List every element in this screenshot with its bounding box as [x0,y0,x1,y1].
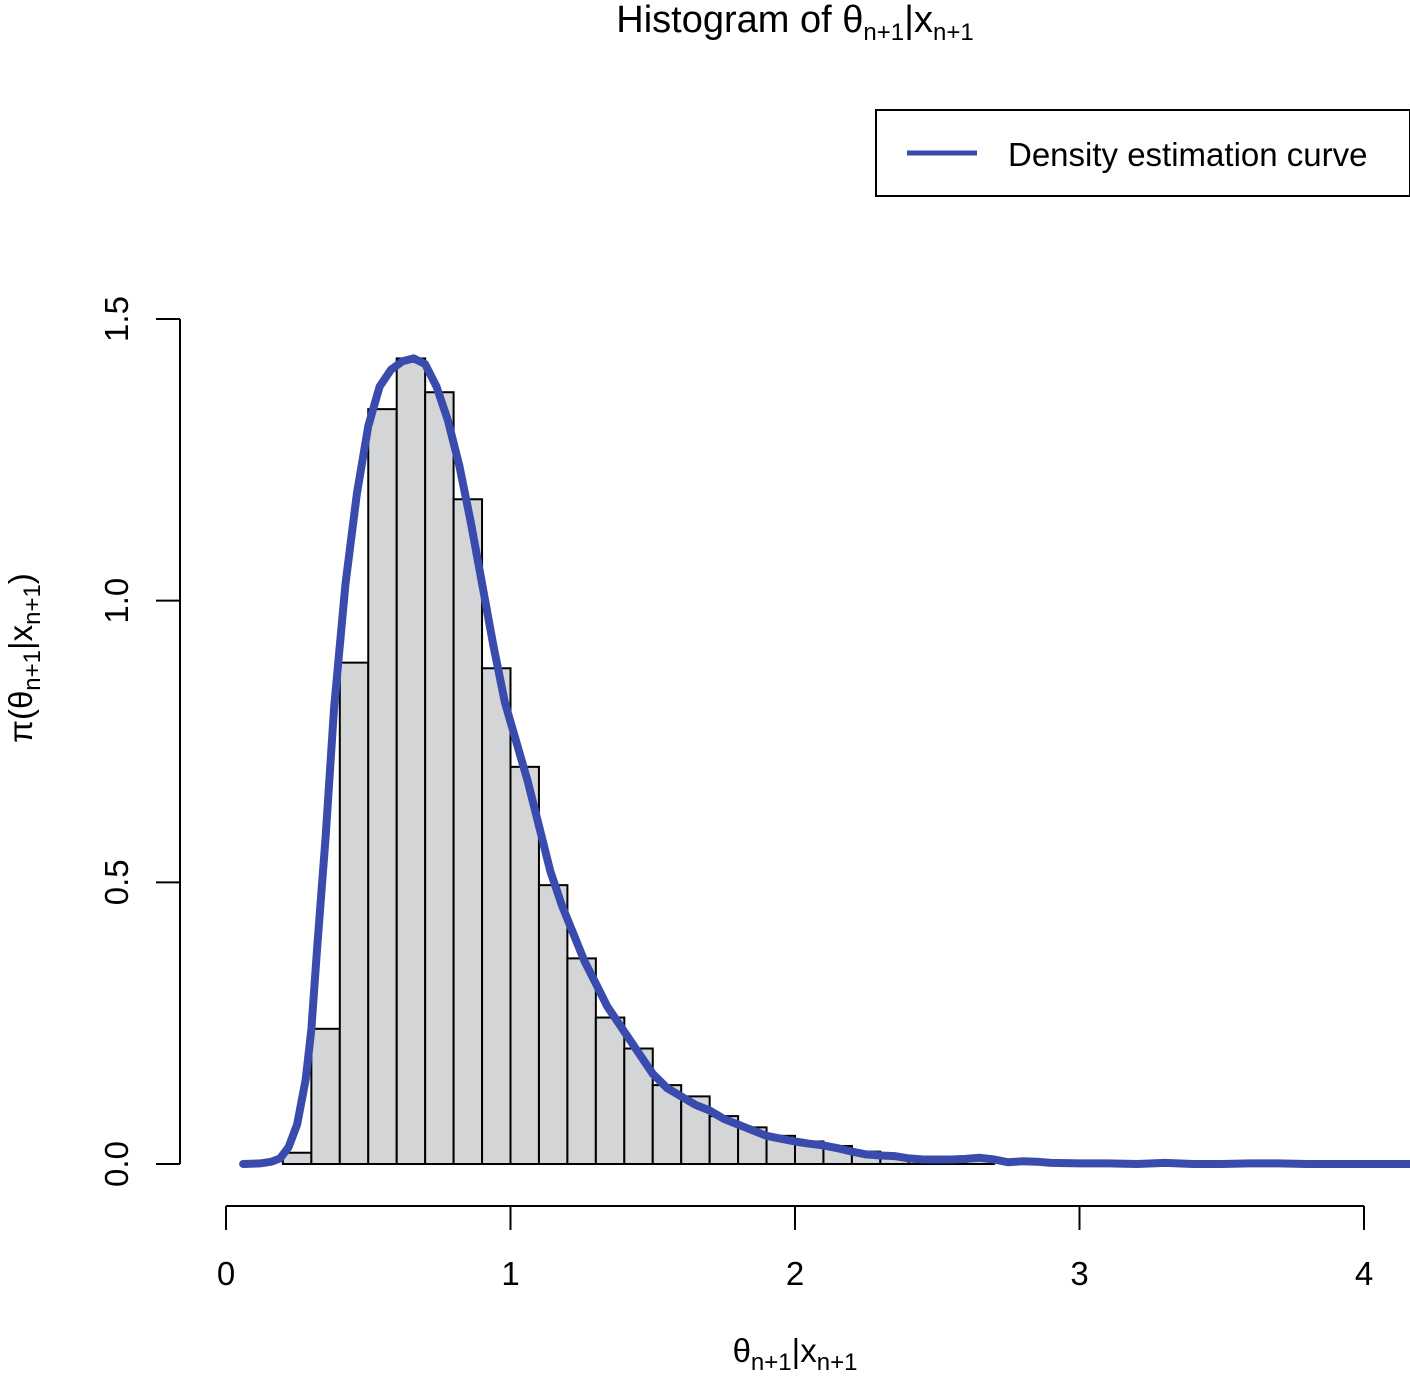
histogram-bar-9 [537,884,569,1166]
y-tick-label-3: 1.5 [98,296,135,342]
histogram-bar-6 [452,498,484,1165]
y-axis: 0.0 0.5 1.0 1.5 [98,296,181,1187]
histogram-bar-1 [310,1027,341,1166]
x-tick-label-4: 4 [1355,1255,1373,1292]
histogram-bar-13 [651,1084,683,1165]
chart-title: Histogram of θn+1|xn+1 [616,0,973,46]
x-tick-label-1: 1 [501,1255,519,1292]
histogram-bar-10 [566,957,597,1166]
histogram-bars [281,357,996,1166]
x-axis: 0 1 2 3 4 [217,1205,1373,1292]
legend: Density estimation curve [875,109,1410,197]
histogram-bar-5 [424,391,455,1165]
histogram-bar-11 [594,1016,626,1165]
x-tick-label-2: 2 [786,1255,804,1292]
y-axis-title: π(θn+1|xn+1) [2,573,46,743]
histogram-bar-7 [481,667,512,1165]
legend-label-density: Density estimation curve [1008,136,1367,173]
histogram-bar-2 [338,661,370,1166]
y-tick-label-0: 0.0 [98,1141,135,1187]
density-curve [239,354,1410,1168]
histogram-bar-4 [395,357,427,1165]
y-tick-label-2: 1.0 [98,578,135,624]
x-tick-label-0: 0 [217,1255,235,1292]
histogram-bar-8 [509,765,540,1165]
x-axis-title: θn+1|xn+1 [733,1332,858,1371]
histogram-bar-3 [367,408,398,1165]
y-tick-label-1: 0.5 [98,859,135,905]
x-tick-label-3: 3 [1070,1255,1088,1292]
